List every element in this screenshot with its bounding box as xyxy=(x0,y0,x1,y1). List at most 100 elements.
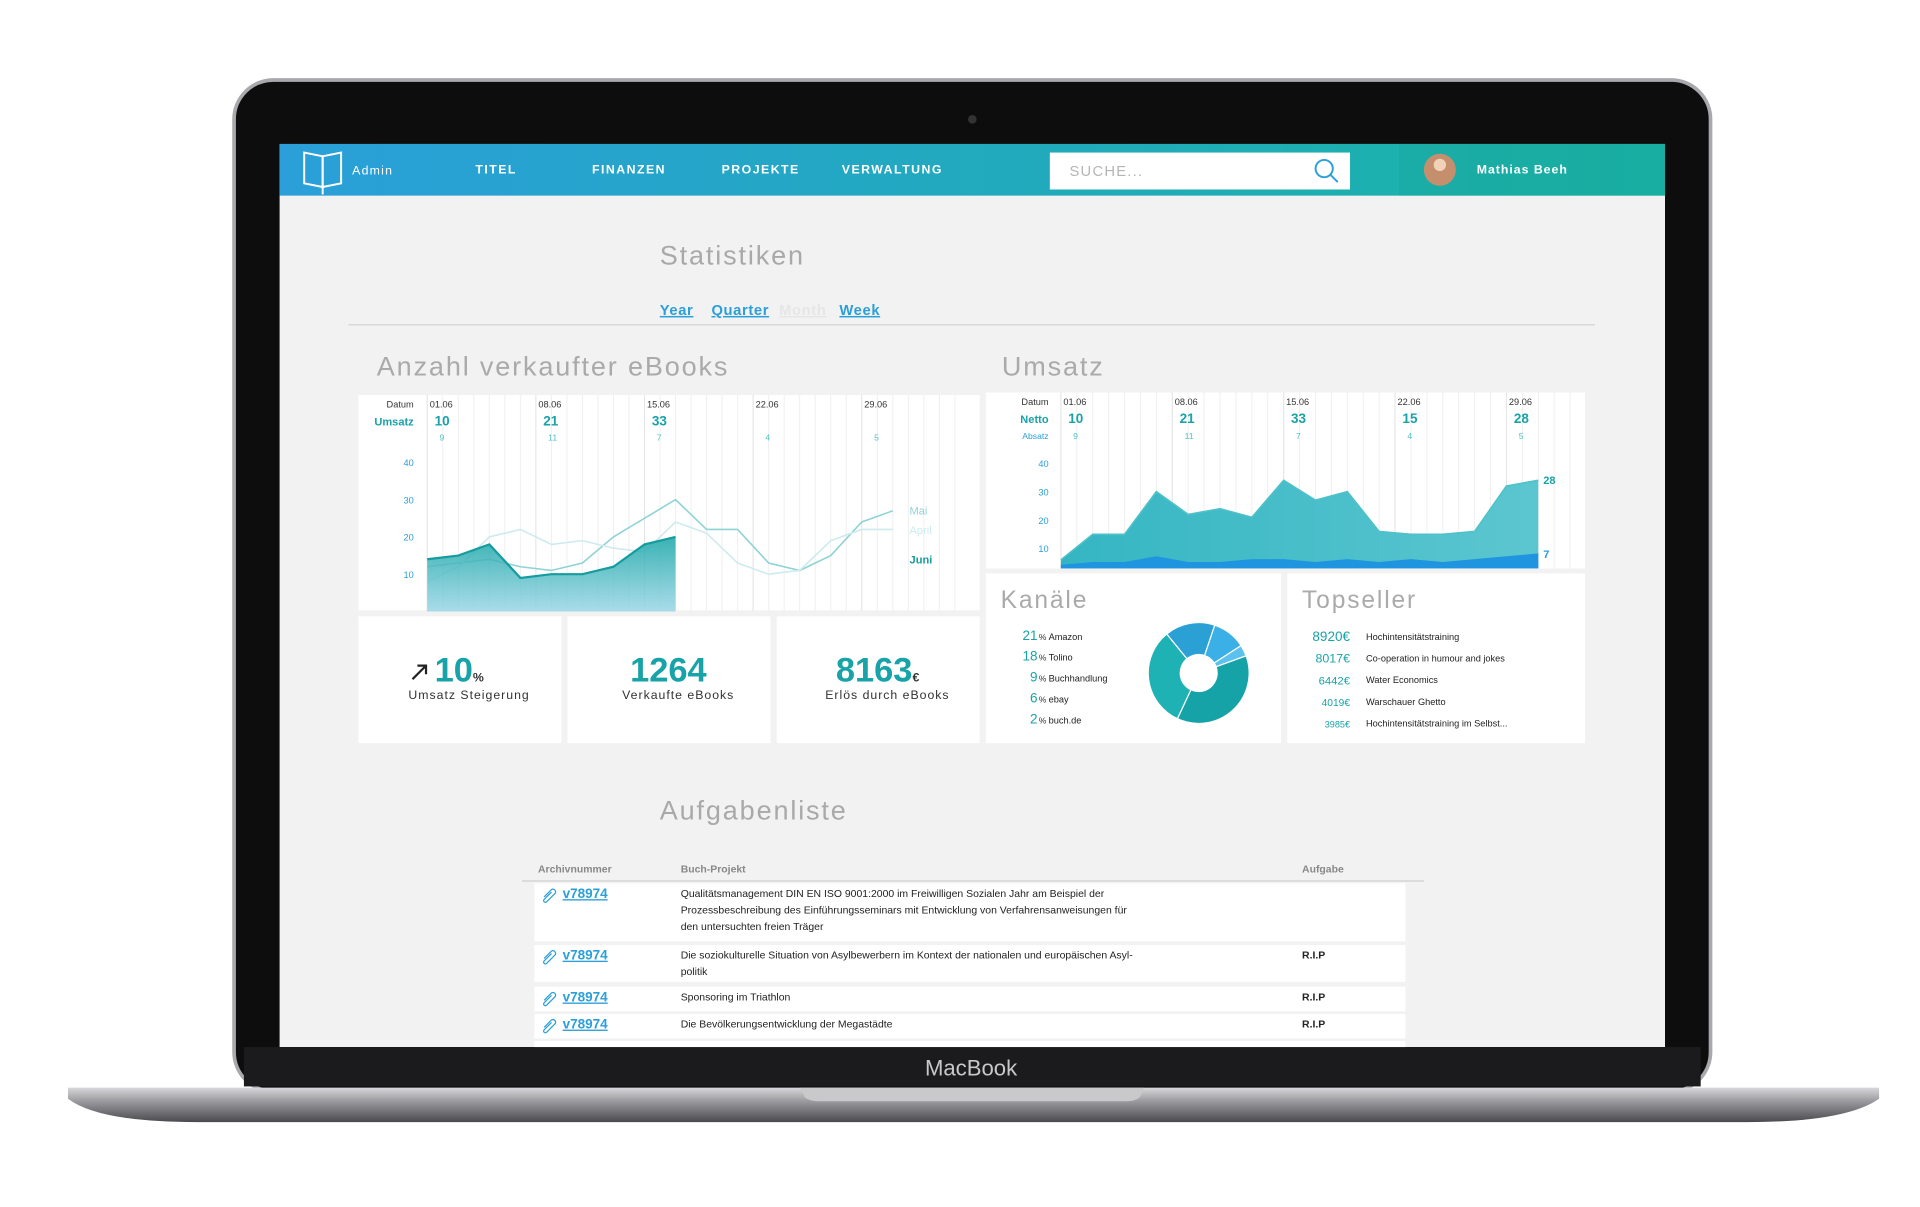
tab[interactable]: Quarter xyxy=(711,303,769,319)
search-placeholder: SUCHE... xyxy=(1070,164,1144,180)
kpi-label: Erlös durch eBooks xyxy=(825,688,949,702)
line xyxy=(1060,553,1539,567)
x-tick-label: 08.06 xyxy=(1175,397,1198,407)
archive-link[interactable]: v78974 xyxy=(563,1017,609,1032)
task: R.I.P xyxy=(1302,992,1325,1003)
header-value: 21 xyxy=(543,414,559,429)
panel xyxy=(776,616,980,744)
topseller-name: Hochintensitätstraining im Selbst... xyxy=(1366,718,1507,728)
x-tick-label: 15.06 xyxy=(1286,397,1309,407)
nav-item[interactable]: VERWALTUNG xyxy=(842,162,943,176)
project-line: Die Bevölkerungsentwicklung der Megastäd… xyxy=(681,1019,893,1030)
panel xyxy=(567,616,771,744)
tab[interactable]: Month xyxy=(779,303,826,319)
kpi-number: 8163 xyxy=(836,652,913,690)
x-tick-label: 15.06 xyxy=(647,399,670,409)
header-value: 15 xyxy=(1402,411,1418,426)
series-label: Mai xyxy=(910,505,928,517)
kpi-value: 1264 xyxy=(630,652,707,690)
column-header: Archivnummer xyxy=(538,864,612,875)
section-title: Statistiken xyxy=(660,241,805,271)
tab[interactable]: Year xyxy=(660,303,694,319)
search-box[interactable] xyxy=(1049,152,1351,190)
project-line: Qualitätsmanagement DIN EN ISO 9001:2000… xyxy=(681,889,1105,900)
channel-unit: % xyxy=(1039,715,1047,725)
line xyxy=(426,521,893,583)
channel-name: Tolino xyxy=(1049,653,1073,663)
y-tick-label: 30 xyxy=(1038,487,1048,497)
kpi-label: Verkaufte eBooks xyxy=(622,688,734,702)
x-tick-label: 08.06 xyxy=(538,399,561,409)
area xyxy=(427,536,676,612)
y-tick-label: 30 xyxy=(403,495,413,505)
panel-title: Kanäle xyxy=(1001,587,1089,614)
project-line: Die soziokulturelle Situation von Asylbe… xyxy=(681,950,1133,961)
topseller-number: 6442 xyxy=(1319,675,1344,687)
panel xyxy=(1287,573,1586,744)
attach-icon xyxy=(543,991,557,1007)
kpi-label: Umsatz Steigerung xyxy=(408,688,529,702)
topseller-number: 4019 xyxy=(1322,698,1345,709)
topseller-unit: € xyxy=(1344,675,1351,687)
panel-title: Topseller xyxy=(1302,587,1417,614)
base-notch xyxy=(800,1087,1145,1102)
archive-link[interactable]: v78974 xyxy=(563,948,609,963)
nav-item[interactable]: PROJEKTE xyxy=(722,162,800,176)
channel-row: 21 xyxy=(1022,628,1037,643)
header-label: Netto xyxy=(1020,414,1049,426)
chart-title: Umsatz xyxy=(1002,351,1105,381)
kpi-unit: % xyxy=(473,671,484,685)
kpi-number: 1264 xyxy=(630,652,707,690)
area xyxy=(1060,480,1539,569)
header-sub-value: 7 xyxy=(657,432,662,442)
column-header: Buch-Projekt xyxy=(681,864,746,875)
channel-value: 6 xyxy=(1030,691,1038,706)
header-label: Datum xyxy=(387,399,414,409)
topseller-unit: € xyxy=(1345,720,1350,730)
nav-item[interactable]: TITEL xyxy=(475,162,517,176)
header-sub-value: 5 xyxy=(1519,431,1524,441)
series-label: Juni xyxy=(910,555,933,567)
task: R.I.P xyxy=(1302,950,1325,961)
line xyxy=(427,535,676,580)
channel-row: 2 xyxy=(1030,711,1038,726)
channel-row: 18 xyxy=(1022,649,1037,664)
channel-name: Buchhandlung xyxy=(1049,674,1108,684)
line xyxy=(1060,479,1539,561)
laptop-base xyxy=(67,1087,1880,1123)
chart-title: Anzahl verkaufter eBooks xyxy=(377,351,730,381)
project-line: Sponsoring im Triathlon xyxy=(681,992,791,1003)
task-row xyxy=(534,986,1406,1012)
x-tick-label: 22.06 xyxy=(756,399,779,409)
archive-link[interactable]: v78974 xyxy=(563,990,609,1005)
attach-icon xyxy=(543,1019,557,1034)
attach-icon xyxy=(543,888,557,903)
user-name: Mathias Beeh xyxy=(1477,162,1568,176)
kpi-unit: € xyxy=(912,671,919,685)
header-value: 28 xyxy=(1514,411,1530,426)
series-label: April xyxy=(910,525,932,537)
header-sub-value: 11 xyxy=(548,432,557,442)
project-line: politik xyxy=(681,967,708,978)
topseller-number: 8920 xyxy=(1312,629,1342,644)
channel-row: 9 xyxy=(1030,670,1038,685)
header-sub-value: 7 xyxy=(1296,431,1301,441)
device-label: MacBook xyxy=(925,1055,1018,1080)
y-tick-label: 10 xyxy=(1038,544,1048,554)
bezel-bottom xyxy=(243,1047,1701,1087)
tab[interactable]: Week xyxy=(839,303,880,319)
camera xyxy=(967,115,977,124)
header-sub-value: 9 xyxy=(440,432,445,442)
attach-icon xyxy=(543,950,557,965)
search-icon[interactable] xyxy=(1314,158,1339,183)
topseller-number: 8017 xyxy=(1316,652,1344,666)
brand: Admin xyxy=(352,164,393,178)
nav-item[interactable]: FINANZEN xyxy=(592,162,666,176)
channel-unit: % xyxy=(1039,653,1047,663)
header-sub-value: 11 xyxy=(1185,431,1194,441)
header-label: Umsatz xyxy=(374,417,414,429)
y-tick-label: 20 xyxy=(1038,516,1048,526)
archive-link[interactable]: v78974 xyxy=(563,886,609,901)
topseller-value: 4019€ xyxy=(1322,698,1351,709)
channel-value: 18 xyxy=(1022,649,1037,664)
